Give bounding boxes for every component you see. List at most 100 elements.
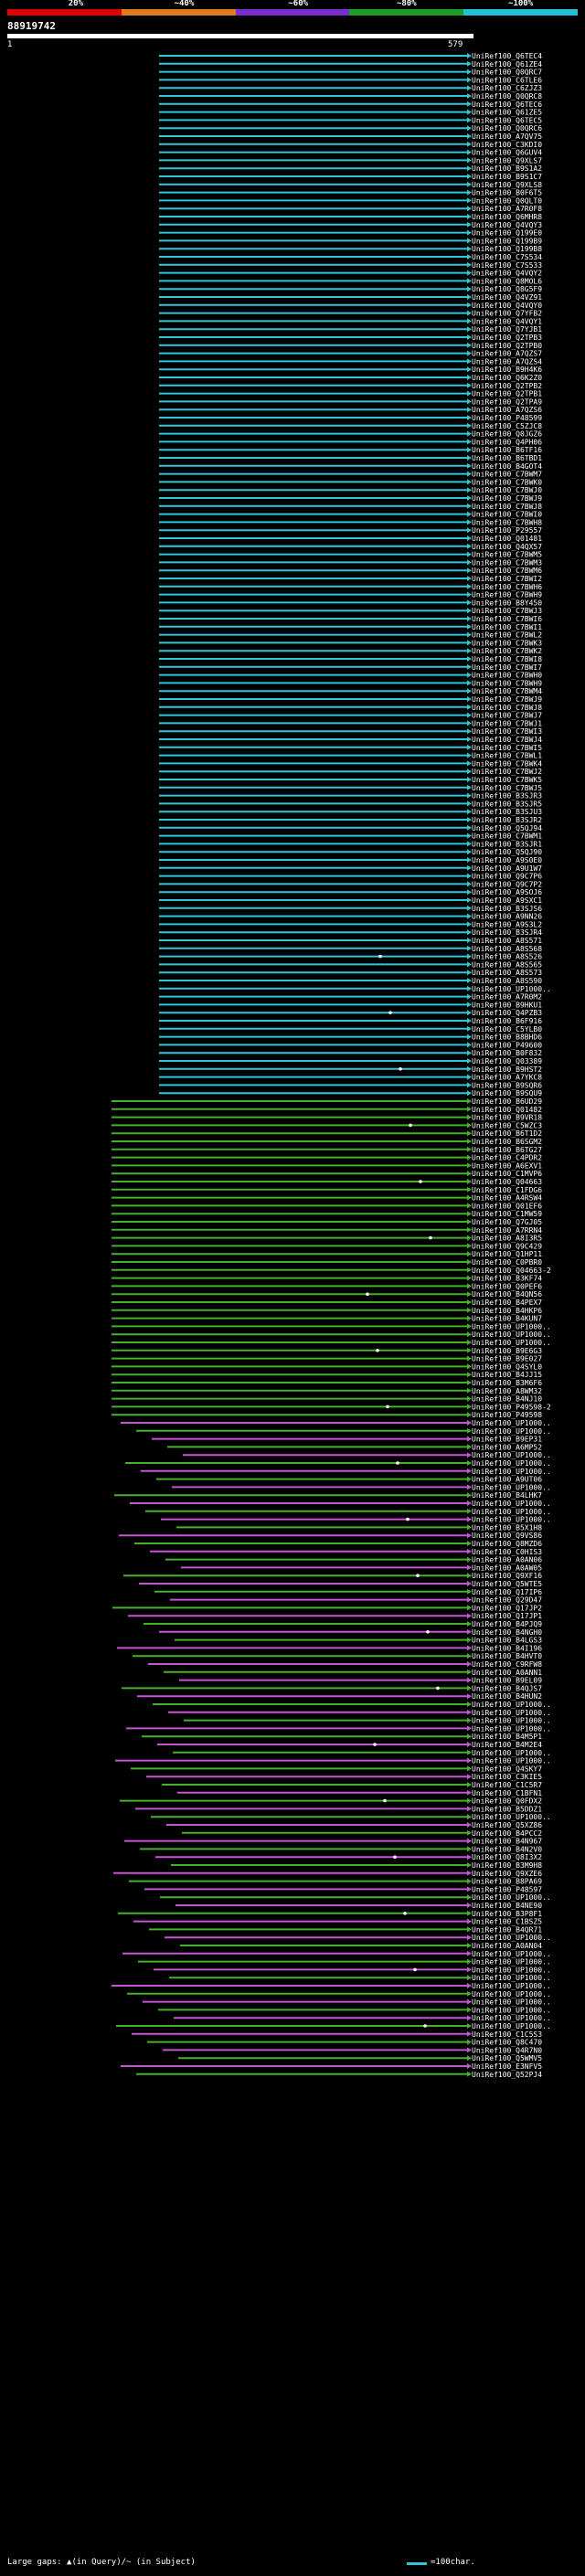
hit-arrow: [467, 864, 472, 871]
hit-arrow: [467, 1926, 472, 1933]
hit-arrow: [467, 2007, 472, 2013]
hit-arrow: [467, 487, 472, 493]
hit-arrow: [467, 254, 472, 260]
hit-label: UniRef100_Q6TEC5: [472, 116, 542, 124]
hit-label: UniRef100_B5DDZ1: [472, 1805, 542, 1813]
hit-arrow: [467, 1162, 472, 1169]
scale-color-green: [349, 9, 464, 16]
hit-label: UniRef100_A9S0E0: [472, 856, 542, 864]
hit-arrow: [467, 656, 472, 662]
legend-line: [407, 2562, 427, 2565]
hit-label: UniRef100_B6T1D2: [472, 1129, 542, 1138]
hit-arrow: [467, 1822, 472, 1828]
hit-arrow: [467, 631, 472, 638]
hit-arrow: [467, 769, 472, 775]
gap-marker: [436, 1686, 440, 1691]
hit-arrow: [467, 286, 472, 292]
hit-label: UniRef100_B9E6G3: [472, 1347, 542, 1355]
hit-arrow: [467, 1106, 472, 1112]
hit-arrow: [467, 109, 472, 115]
hit-label: UniRef100_C7BWK0: [472, 478, 542, 486]
gap-marker: [378, 954, 382, 959]
hit-arrow: [467, 270, 472, 276]
hit-arrow: [467, 760, 472, 767]
hit-arrow: [467, 117, 472, 123]
hit-arrow: [467, 1975, 472, 1981]
hit-label: UniRef100_UP1000..: [472, 1322, 551, 1330]
gap-marker: [426, 1630, 430, 1634]
legend: Large gaps: ▲(in Query)/~ (in Subject) =…: [7, 2555, 578, 2571]
hit-label: UniRef100_C7BWI0: [472, 511, 542, 519]
hit-label: UniRef100_B8Y450: [472, 599, 542, 607]
hit-arrow: [467, 704, 472, 710]
hit-arrow: [467, 294, 472, 300]
hit-label: UniRef100_A9UT06: [472, 1476, 542, 1484]
hit-label: UniRef100_UP1000..: [472, 1990, 551, 1998]
hit-label: UniRef100_C7BWM5: [472, 551, 542, 559]
hit-label: UniRef100_Q9XF16: [472, 1572, 542, 1580]
hit-arrow: [467, 1122, 472, 1129]
hit-arrow: [467, 1275, 472, 1281]
hit-arrow: [467, 1854, 472, 1860]
hit-label: UniRef100_B3P8F1: [472, 1910, 542, 1918]
hit-arrow: [467, 1621, 472, 1627]
hit-arrow: [467, 792, 472, 799]
hit-arrow: [467, 462, 472, 469]
hit-arrow: [467, 1886, 472, 1892]
hit-arrow: [467, 938, 472, 943]
hit-label: UniRef100_A8S590: [472, 977, 542, 985]
hit-label: UniRef100_A0ANN1: [472, 1669, 542, 1677]
hit-label: UniRef100_UP1000..: [472, 1974, 551, 1982]
hit-arrow: [467, 149, 472, 155]
hit-arrow: [467, 800, 472, 807]
hit-arrow: [467, 375, 472, 380]
gap-marker: [409, 1123, 412, 1128]
hit-label: UniRef100_A9U1W7: [472, 864, 542, 873]
hit-arrow: [467, 576, 472, 581]
hit-label: UniRef100_Q5QJ94: [472, 824, 542, 832]
hit-arrow: [467, 1130, 472, 1137]
hit-arrow: [467, 1573, 472, 1579]
hit-label: UniRef100_A7RRN4: [472, 1226, 542, 1235]
hit-arrow: [467, 174, 472, 179]
hit-arrow: [467, 2023, 472, 2029]
hit-label: UniRef100_C7BWJ1: [472, 719, 542, 727]
hit-label: UniRef100_Q9C7P6: [472, 873, 542, 881]
hit-label: UniRef100_B4PEX7: [472, 1299, 542, 1307]
hit-label: UniRef100_C7BWH0: [472, 672, 542, 680]
hit-label: UniRef100_C7BWJ3: [472, 607, 542, 615]
query-end: 579: [448, 40, 463, 49]
hit-label: UniRef100_B3KF74: [472, 1275, 542, 1283]
hit-label: UniRef100_C7BWI1: [472, 623, 542, 631]
hit-label: UniRef100_A8WM32: [472, 1387, 542, 1395]
hit-label: UniRef100_Q1HP11: [472, 1250, 542, 1258]
hit-arrow: [467, 1894, 472, 1901]
hit-arrow: [467, 1139, 472, 1144]
hit-arrow: [467, 1508, 472, 1514]
hit-label: UniRef100_B4N967: [472, 1838, 542, 1846]
hit-label: UniRef100_Q61ZE4: [472, 60, 542, 69]
hit-arrow: [467, 1789, 472, 1796]
hit-arrow: [467, 1645, 472, 1651]
hit-label: UniRef100_C7BWM1: [472, 832, 542, 841]
query-start: 1: [7, 40, 13, 49]
hit-label: UniRef100_C7BWJ2: [472, 768, 542, 776]
hit-label: UniRef100_Q17JP2: [472, 1604, 542, 1612]
hit-arrow: [467, 824, 472, 831]
hit-label: UniRef100_Q199E0: [472, 229, 542, 238]
hit-label: UniRef100_B9SQR6: [472, 1081, 542, 1089]
hit-arrow: [467, 60, 472, 67]
hit-arrow: [467, 1299, 472, 1305]
hit-arrow: [467, 1484, 472, 1490]
scale-label-40: ~40%: [174, 0, 195, 8]
hit-label: UniRef100_B4LHK7: [472, 1491, 542, 1500]
hit-arrow: [467, 873, 472, 879]
hit-label: UniRef100_C7BWM6: [472, 567, 542, 575]
hit-arrow: [467, 1347, 472, 1353]
hit-arrow: [467, 1685, 472, 1691]
hit-label: UniRef100_A4RSW4: [472, 1194, 542, 1203]
hit-arrow: [467, 1098, 472, 1104]
hit-label: UniRef100_C7BWJ8: [472, 503, 542, 511]
hit-label: UniRef100_B0F832: [472, 1049, 542, 1057]
hit-label: UniRef100_C7S534: [472, 253, 542, 261]
